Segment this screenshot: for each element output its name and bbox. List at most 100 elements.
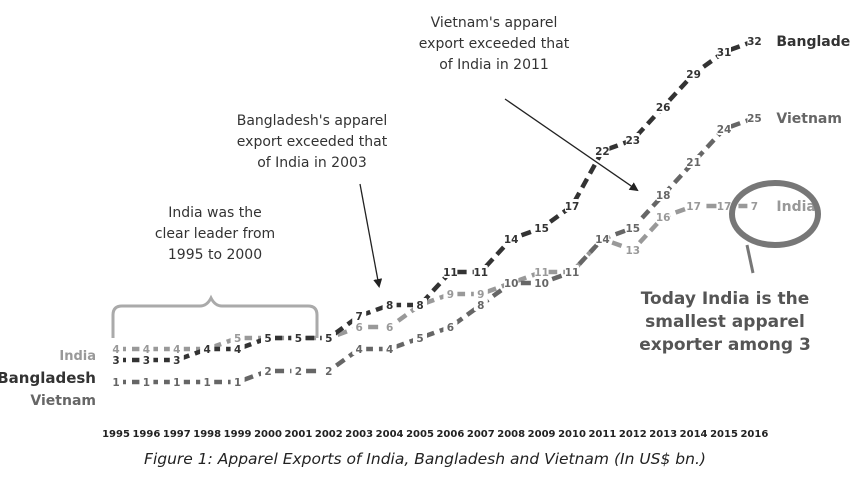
annotation-bangladesh-exceeded: Bangladesh's apparel export exceeded tha… xyxy=(222,111,402,174)
point-label-vietnam: 21 xyxy=(686,157,701,169)
leader-brace xyxy=(111,294,319,338)
point-label-vietnam: 15 xyxy=(625,223,640,235)
point-label-bangladesh: 17 xyxy=(565,201,580,213)
figure-caption: Figure 1: Apparel Exports of India, Bang… xyxy=(144,450,706,468)
point-label-bg xyxy=(139,342,154,355)
annotation-line: India was the xyxy=(168,205,262,221)
point-label-bg xyxy=(686,67,701,80)
x-tick-label: 1997 xyxy=(163,429,191,440)
x-tick-label: 2004 xyxy=(376,429,404,440)
point-label-bangladesh: 5 xyxy=(325,333,332,345)
point-label-bg xyxy=(382,320,397,333)
point-label-vietnam: 18 xyxy=(656,190,671,202)
point-label-bg xyxy=(656,100,671,113)
x-tick-label: 2015 xyxy=(710,429,738,440)
point-label-bg xyxy=(291,364,306,377)
point-label-bg xyxy=(200,375,215,388)
annotation-india-leader: India was the clear leader from 1995 to … xyxy=(140,203,290,266)
x-tick-label: 2007 xyxy=(467,429,495,440)
point-label-bg xyxy=(656,210,671,223)
point-label-bg xyxy=(504,232,519,245)
end-label-bangladesh: Bangladesh xyxy=(776,34,850,50)
point-label-bg xyxy=(625,221,640,234)
series-line-vietnam xyxy=(116,115,756,385)
point-label-bg xyxy=(291,331,306,344)
point-label-vietnam: 2 xyxy=(295,366,302,378)
x-tick-label: 1999 xyxy=(224,429,252,440)
point-label-india: 6 xyxy=(386,322,393,334)
point-label-india: 9 xyxy=(447,289,454,301)
x-tick-label: 2001 xyxy=(284,429,312,440)
x-tick-label: 2016 xyxy=(740,429,768,440)
point-label-vietnam: 5 xyxy=(416,333,423,345)
x-tick-label: 2005 xyxy=(406,429,434,440)
series-lines xyxy=(116,38,756,385)
point-label-vietnam: 10 xyxy=(534,278,549,290)
point-label-bangladesh: 8 xyxy=(386,300,393,312)
annotation-line: export exceeded that xyxy=(418,36,570,52)
point-label-bg xyxy=(443,287,458,300)
left-label-bangladesh: Bangladesh xyxy=(0,369,96,387)
point-label-bangladesh: 22 xyxy=(595,146,610,158)
point-label-bg xyxy=(352,342,367,355)
point-label-bangladesh: 5 xyxy=(295,333,302,345)
point-label-bg xyxy=(534,265,549,278)
point-label-bangladesh: 29 xyxy=(686,69,701,81)
x-tick-label: 1995 xyxy=(102,429,130,440)
point-label-bangladesh: 11 xyxy=(473,267,488,279)
point-label-bg xyxy=(109,353,123,366)
point-label-vietnam: 4 xyxy=(386,344,393,356)
point-label-bangladesh: 11 xyxy=(443,267,458,279)
annotation-line: Bangladesh's apparel xyxy=(236,113,388,129)
india-highlight-ellipse xyxy=(729,180,821,248)
point-label-bg xyxy=(139,375,154,388)
point-label-bg xyxy=(473,287,488,300)
point-label-bg xyxy=(595,144,610,157)
point-label-bangladesh: 3 xyxy=(143,355,150,367)
arrow-vietnam-2011 xyxy=(504,98,639,192)
point-label-bangladesh: 23 xyxy=(625,135,640,147)
point-label-india: 13 xyxy=(625,245,640,257)
point-label-bangladesh: 5 xyxy=(264,333,271,345)
point-label-bg xyxy=(352,309,367,322)
annotation-india-smallest: Today India is the smallest apparel expo… xyxy=(630,288,820,357)
point-label-vietnam: 11 xyxy=(565,267,580,279)
point-label-bg xyxy=(261,364,275,377)
point-label-india: 4 xyxy=(112,344,119,356)
left-label-vietnam: Vietnam xyxy=(30,393,96,409)
x-tick-label: 2008 xyxy=(497,429,525,440)
point-label-bg xyxy=(534,276,549,289)
point-label-bangladesh: 15 xyxy=(534,223,549,235)
point-label-bg xyxy=(443,320,458,333)
x-tick-label: 2010 xyxy=(558,429,586,440)
x-tick-label: 2003 xyxy=(345,429,373,440)
point-label-bg xyxy=(443,265,458,278)
arrow-bangladesh-2003 xyxy=(359,183,383,288)
annotation-line: Today India is the xyxy=(640,289,810,309)
series-line-bangladesh xyxy=(116,38,756,363)
point-label-bg xyxy=(139,353,154,366)
point-label-bg xyxy=(625,243,640,256)
point-label-bg xyxy=(382,298,397,311)
point-label-vietnam: 1 xyxy=(112,377,119,389)
point-label-vietnam: 2 xyxy=(325,366,332,378)
point-label-bg xyxy=(413,298,427,311)
point-label-bangladesh: 4 xyxy=(204,344,211,356)
annotation-line: exporter among 3 xyxy=(639,335,811,355)
point-label-bangladesh: 26 xyxy=(656,102,671,114)
point-label-bg xyxy=(382,342,397,355)
point-label-india: 7 xyxy=(751,201,758,213)
x-tick-label: 2011 xyxy=(588,429,616,440)
end-series-labels: Bangladesh Vietnam India xyxy=(776,34,850,215)
point-label-bangladesh: 7 xyxy=(356,311,363,323)
x-axis-ticks: 1995 1996 1997 1998 1999 2000 2001 2002 2003 2004… xyxy=(102,429,768,440)
point-label-bg xyxy=(625,133,640,146)
point-label-bg xyxy=(565,199,579,212)
point-label-bg xyxy=(656,188,671,201)
point-label-bg xyxy=(109,375,123,388)
point-label-india: 5 xyxy=(234,333,241,345)
point-label-india: 17 xyxy=(717,201,732,213)
point-labels: 4444555566899101111141316171771111122244… xyxy=(109,34,762,389)
point-label-bg xyxy=(109,342,123,355)
